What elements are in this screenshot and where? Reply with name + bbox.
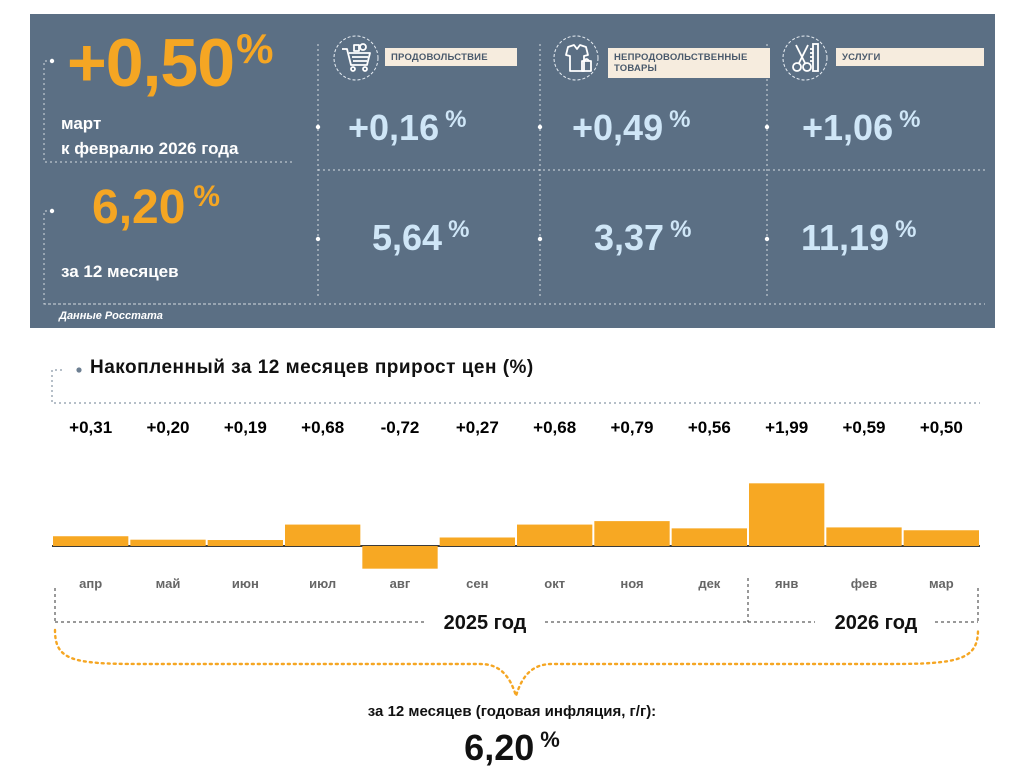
bar-ноя — [594, 521, 670, 546]
value-label-апр: +0,31 — [69, 418, 112, 437]
headline-annual: 6,20% — [92, 180, 221, 234]
summary-panel: ПРОДОВОЛЬСТВИЕ НЕПРОДОВОЛЬСТВЕННЫЕ ТОВАР… — [30, 14, 995, 328]
month-label-май: май — [156, 576, 181, 591]
value-label-июн: +0,19 — [224, 418, 267, 437]
bar-май — [130, 539, 206, 546]
food-monthly: +0,16% — [348, 106, 467, 148]
value-label-дек: +0,56 — [688, 418, 731, 437]
month-label-янв: янв — [775, 576, 798, 591]
tag-nonfood: НЕПРОДОВОЛЬСТВЕННЫЕ ТОВАРЫ — [608, 48, 770, 78]
value-label-сен: +0,27 — [456, 418, 499, 437]
source-note: Данные Росстата — [59, 310, 163, 322]
title-guide — [51, 369, 980, 404]
month-label-сен: сен — [466, 576, 488, 591]
value-label-янв: +1,99 — [765, 418, 808, 437]
month-label-мар: мар — [929, 576, 954, 591]
month-label-июл: июл — [309, 576, 336, 591]
headline-caption: март к февралю 2026 года — [61, 114, 239, 158]
year-label-2026: 2026 год — [835, 612, 918, 634]
bar-авг — [362, 546, 438, 569]
annual-brace — [53, 628, 980, 701]
services-annual: 11,19% — [801, 216, 917, 258]
bar-фев — [826, 527, 902, 546]
services-monthly: +1,06% — [802, 106, 921, 148]
shirt-bag-icon — [565, 44, 592, 72]
annual-caption: за 12 месяцев — [61, 262, 179, 281]
tag-food: ПРОДОВОЛЬСТВИЕ — [385, 48, 517, 67]
title-bullet — [76, 367, 82, 373]
footer-value: 6,20% — [464, 727, 560, 768]
value-label-ноя: +0,79 — [610, 418, 653, 437]
value-label-мар: +0,50 — [920, 418, 963, 437]
value-label-окт: +0,68 — [533, 418, 576, 437]
footer-label: за 12 месяцев (годовая инфляция, г/г): — [367, 703, 657, 720]
shopping-cart-icon — [342, 43, 371, 72]
nonfood-annual: 3,37% — [594, 216, 692, 258]
bar-сен — [439, 537, 515, 546]
bar-окт — [517, 524, 593, 546]
scissors-comb-icon — [792, 43, 819, 72]
month-label-окт: окт — [544, 576, 565, 591]
food-annual: 5,64% — [372, 216, 470, 258]
month-label-авг: авг — [390, 576, 411, 591]
bar-янв — [749, 483, 825, 546]
month-label-апр: апр — [79, 576, 102, 591]
panel-guides — [43, 35, 985, 305]
month-label-дек: дек — [698, 576, 720, 591]
month-label-фев: фев — [851, 576, 877, 591]
value-label-июл: +0,68 — [301, 418, 344, 437]
bar-мар — [903, 530, 979, 546]
year-brackets — [54, 578, 979, 623]
tag-services: УСЛУГИ — [836, 48, 984, 67]
bar-дек — [671, 528, 747, 546]
bar-апр — [53, 536, 129, 546]
month-label-июн: июн — [232, 576, 259, 591]
nonfood-monthly: +0,49% — [572, 106, 691, 148]
value-label-авг: -0,72 — [381, 418, 420, 437]
bar-июл — [285, 524, 361, 546]
year-label-2025: 2025 год — [444, 612, 527, 634]
value-label-фев: +0,59 — [842, 418, 885, 437]
value-label-май: +0,20 — [146, 418, 189, 437]
bar-июн — [207, 540, 283, 546]
headline-monthly: +0,50% — [67, 25, 274, 101]
chart-title: Накопленный за 12 месяцев прирост цен (%… — [90, 357, 534, 378]
month-label-ноя: ноя — [620, 576, 643, 591]
